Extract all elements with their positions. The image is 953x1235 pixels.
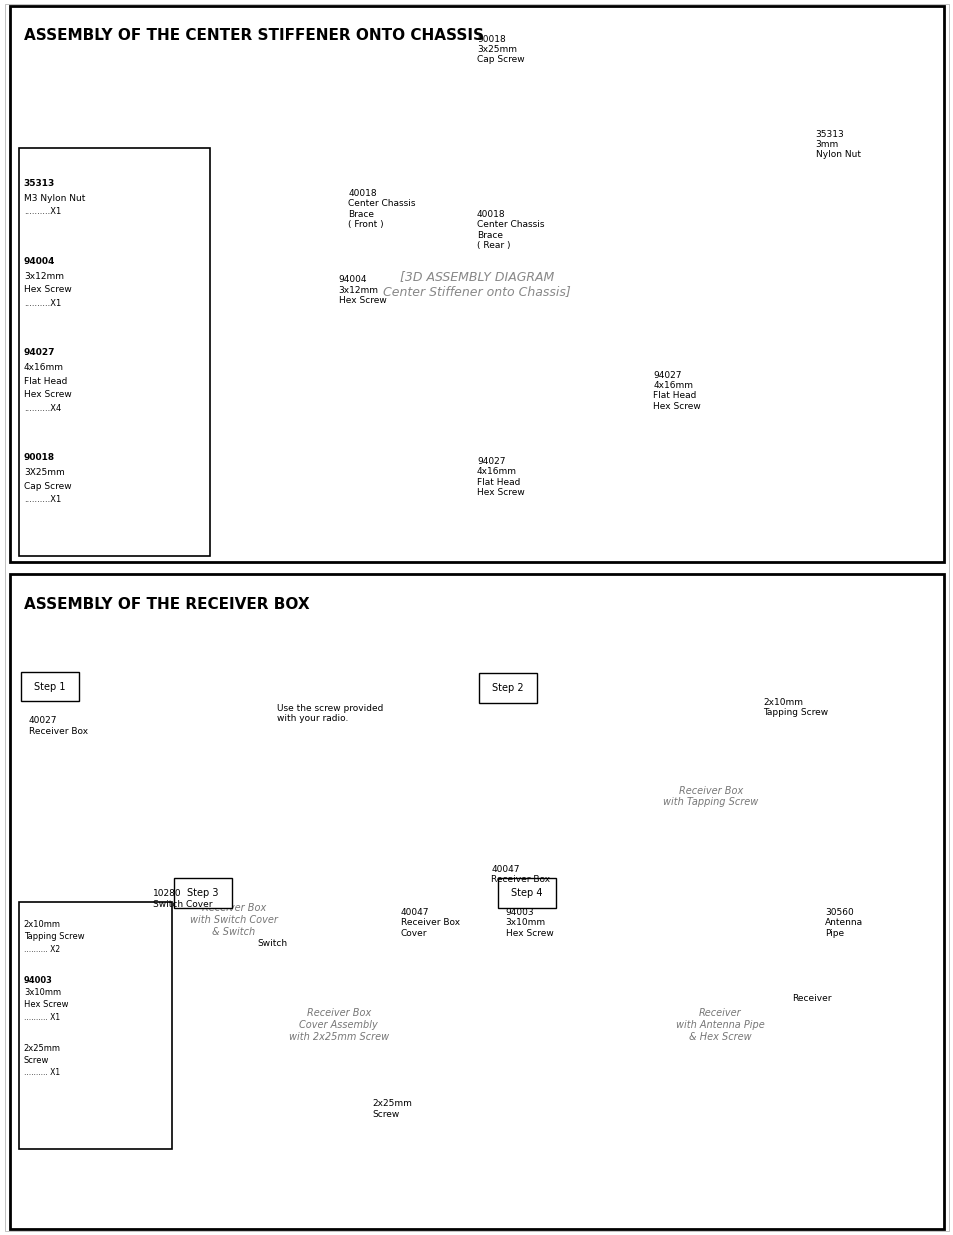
- Text: Tapping Screw: Tapping Screw: [24, 932, 85, 941]
- FancyBboxPatch shape: [497, 878, 556, 908]
- Text: 30560
Antenna
Pipe: 30560 Antenna Pipe: [824, 908, 862, 937]
- Text: Receiver Box
with Switch Cover
& Switch: Receiver Box with Switch Cover & Switch: [190, 904, 277, 936]
- Text: Cap Screw: Cap Screw: [24, 482, 71, 490]
- Text: 40018
Center Chassis
Brace
( Rear ): 40018 Center Chassis Brace ( Rear ): [476, 210, 544, 251]
- Text: Receiver Box
Cover Assembly
with 2x25mm Screw: Receiver Box Cover Assembly with 2x25mm …: [289, 1009, 388, 1041]
- Text: 40047
Receiver Box
Cover: 40047 Receiver Box Cover: [400, 908, 459, 937]
- Text: ASSEMBLY OF THE CENTER STIFFENER ONTO CHASSIS: ASSEMBLY OF THE CENTER STIFFENER ONTO CH…: [24, 28, 483, 43]
- Text: ..........X4: ..........X4: [24, 404, 61, 412]
- Text: 2x25mm: 2x25mm: [24, 1044, 61, 1052]
- Text: .......... X2: .......... X2: [24, 945, 60, 953]
- Text: 2x25mm
Screw: 2x25mm Screw: [372, 1099, 412, 1119]
- FancyBboxPatch shape: [21, 672, 79, 701]
- Bar: [19, 902, 172, 1149]
- Text: .......... X1: .......... X1: [24, 1013, 60, 1021]
- Text: Receiver: Receiver: [791, 994, 830, 1003]
- Text: Flat Head: Flat Head: [24, 377, 67, 385]
- Text: Hex Screw: Hex Screw: [24, 1000, 69, 1009]
- Bar: [10, 6, 943, 562]
- Text: Hex Screw: Hex Screw: [24, 390, 71, 399]
- FancyBboxPatch shape: [173, 878, 232, 908]
- Text: 40047
Receiver Box: 40047 Receiver Box: [491, 864, 550, 884]
- Text: ..........X1: ..........X1: [24, 299, 61, 308]
- Text: 90018: 90018: [24, 453, 55, 462]
- Text: ASSEMBLY OF THE RECEIVER BOX: ASSEMBLY OF THE RECEIVER BOX: [24, 597, 309, 611]
- Text: 2x10mm: 2x10mm: [24, 920, 61, 929]
- Text: 94003
3x10mm
Hex Screw: 94003 3x10mm Hex Screw: [505, 908, 553, 937]
- Text: [3D ASSEMBLY DIAGRAM
Center Stiffener onto Chassis]: [3D ASSEMBLY DIAGRAM Center Stiffener on…: [383, 270, 570, 298]
- Text: Receiver Box
with Tapping Screw: Receiver Box with Tapping Screw: [662, 785, 758, 808]
- Bar: [10, 574, 943, 1229]
- Text: 40018
Center Chassis
Brace
( Front ): 40018 Center Chassis Brace ( Front ): [348, 189, 416, 230]
- Text: M3 Nylon Nut: M3 Nylon Nut: [24, 194, 85, 203]
- Text: ..........X1: ..........X1: [24, 207, 61, 216]
- Text: 3x10mm: 3x10mm: [24, 988, 61, 997]
- Text: .......... X1: .......... X1: [24, 1068, 60, 1077]
- Text: Step 2: Step 2: [492, 683, 523, 693]
- Text: 94004
3x12mm
Hex Screw: 94004 3x12mm Hex Screw: [338, 275, 386, 305]
- FancyBboxPatch shape: [478, 673, 537, 703]
- Text: Use the screw provided
with your radio.: Use the screw provided with your radio.: [276, 704, 383, 724]
- Text: 94027
4x16mm
Flat Head
Hex Screw: 94027 4x16mm Flat Head Hex Screw: [653, 370, 700, 411]
- Text: Step 3: Step 3: [187, 888, 218, 898]
- Text: 3X25mm: 3X25mm: [24, 468, 65, 477]
- Text: Hex Screw: Hex Screw: [24, 285, 71, 294]
- Text: 4x16mm: 4x16mm: [24, 363, 64, 372]
- Text: Screw: Screw: [24, 1056, 50, 1065]
- Text: 3x12mm: 3x12mm: [24, 272, 64, 280]
- Text: 35313: 35313: [24, 179, 55, 188]
- Text: 10280
Switch Cover: 10280 Switch Cover: [152, 889, 212, 909]
- Text: 94004: 94004: [24, 257, 55, 266]
- Text: 94027
4x16mm
Flat Head
Hex Screw: 94027 4x16mm Flat Head Hex Screw: [476, 457, 524, 498]
- Bar: [476, 692, 943, 902]
- Text: Step 1: Step 1: [34, 682, 66, 692]
- Bar: [19, 692, 448, 1149]
- Bar: [219, 56, 934, 537]
- Text: 94003: 94003: [24, 976, 52, 984]
- Bar: [496, 902, 943, 1149]
- Text: Receiver
with Antenna Pipe
& Hex Screw: Receiver with Antenna Pipe & Hex Screw: [675, 1009, 764, 1041]
- Text: 94027: 94027: [24, 348, 55, 357]
- Text: Step 4: Step 4: [511, 888, 542, 898]
- Bar: [172, 902, 505, 1149]
- Text: ..........X1: ..........X1: [24, 495, 61, 504]
- Bar: [19, 148, 210, 556]
- Text: 2x10mm
Tapping Screw: 2x10mm Tapping Screw: [762, 698, 827, 718]
- Text: Switch: Switch: [257, 939, 288, 947]
- Text: 35313
3mm
Nylon Nut: 35313 3mm Nylon Nut: [815, 130, 860, 159]
- Text: 90018
3x25mm
Cap Screw: 90018 3x25mm Cap Screw: [476, 35, 524, 64]
- Text: 40027
Receiver Box: 40027 Receiver Box: [29, 716, 88, 736]
